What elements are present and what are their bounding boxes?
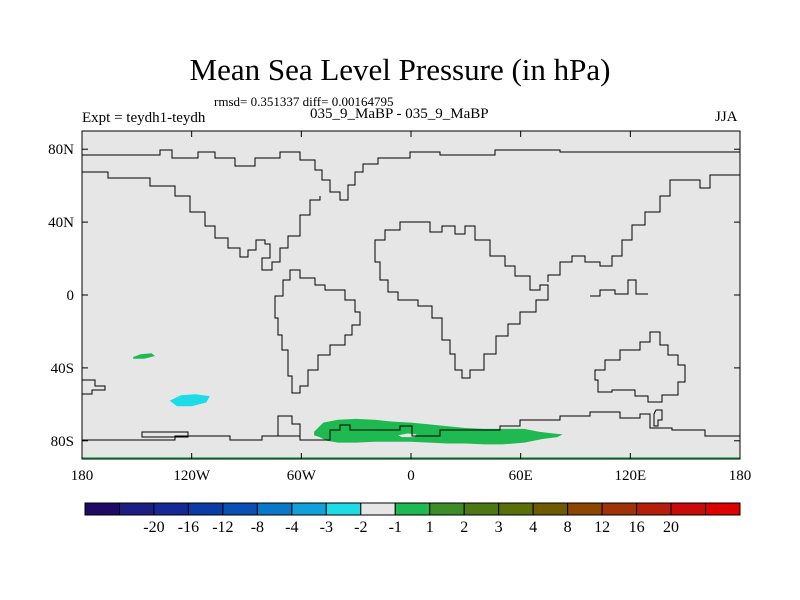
- colorbar-box: [705, 502, 741, 516]
- coastline-7: [594, 331, 686, 403]
- coastline-4: [374, 221, 549, 379]
- x-tick-label: 180: [71, 468, 94, 484]
- x-tick-label: 0: [407, 468, 415, 484]
- experiment-label: Expt = teydh1-teydh: [82, 110, 206, 126]
- colorbar-label: -8: [251, 519, 264, 536]
- colorbar-box: [601, 502, 638, 516]
- y-tick-label: 0: [67, 288, 75, 304]
- colorbar-box: [118, 502, 155, 516]
- colorbar-box: [222, 502, 258, 516]
- x-tick-label: 60W: [287, 468, 317, 484]
- small-positive-anomaly: [133, 353, 156, 359]
- coastline-10: [141, 431, 189, 438]
- y-tick-label: 40S: [51, 361, 74, 377]
- coastline-1: [82, 149, 740, 201]
- comparison-label: 035_9_MaBP - 035_9_MaBP: [310, 106, 489, 122]
- stats-label: rmsd= 0.351337 diff= 0.00164795: [214, 94, 394, 109]
- coastline-8: [653, 409, 663, 427]
- colorbar-label: 16: [629, 519, 645, 536]
- colorbar-box: [532, 502, 569, 516]
- coastline-2: [82, 171, 321, 271]
- colorbar-label: -12: [212, 519, 233, 536]
- colorbar-box: [291, 502, 327, 516]
- colorbar-label: 4: [529, 519, 537, 536]
- x-tick-label: 180: [729, 468, 752, 484]
- coastline-12: [277, 415, 301, 437]
- chart-title: Mean Sea Level Pressure (in hPa): [189, 52, 611, 87]
- season-label: JJA: [715, 109, 738, 125]
- colorbar-box: [498, 502, 534, 516]
- x-tick-label: 120W: [173, 468, 211, 484]
- colorbar-box: [636, 502, 672, 516]
- colorbar-box: [84, 502, 120, 516]
- colorbar-box: [429, 502, 465, 516]
- colorbar-label: 8: [564, 519, 572, 536]
- colorbar-label: -1: [389, 519, 402, 536]
- negative-anomaly: [169, 394, 210, 407]
- map-background: [82, 131, 740, 459]
- coastline-6: [590, 279, 648, 297]
- y-tick-label: 80N: [48, 142, 74, 158]
- y-tick-label: 80S: [51, 434, 74, 450]
- colorbar-label: 2: [460, 519, 468, 536]
- colorbar-label: 20: [663, 519, 679, 536]
- colorbar-label: -16: [178, 519, 199, 536]
- colorbar-label: 1: [426, 519, 434, 536]
- colorbar-box: [187, 502, 224, 516]
- colorbar-box: [325, 502, 362, 516]
- colorbar-label: -4: [285, 519, 298, 536]
- colorbar-label: -2: [354, 519, 367, 536]
- colorbar-box: [360, 502, 396, 516]
- coastline-3: [274, 269, 361, 394]
- colorbar-box: [463, 502, 500, 516]
- coastline-9: [82, 379, 106, 395]
- southern-ocean-positive-anomaly: [314, 418, 563, 445]
- colorbar-box: [256, 502, 293, 516]
- colorbar-box: [153, 502, 189, 516]
- x-tick-label: 120E: [614, 468, 646, 484]
- colorbar-label: 3: [495, 519, 503, 536]
- colorbar-box: [394, 502, 431, 516]
- colorbar-label: -3: [320, 519, 333, 536]
- x-tick-label: 60E: [509, 468, 533, 484]
- y-tick-label: 40N: [48, 215, 74, 231]
- colorbar-box: [670, 502, 707, 516]
- colorbar-label: -20: [143, 519, 164, 536]
- colorbar-label: 12: [594, 519, 610, 536]
- colorbar-box: [567, 502, 603, 516]
- coastline-5: [547, 174, 740, 282]
